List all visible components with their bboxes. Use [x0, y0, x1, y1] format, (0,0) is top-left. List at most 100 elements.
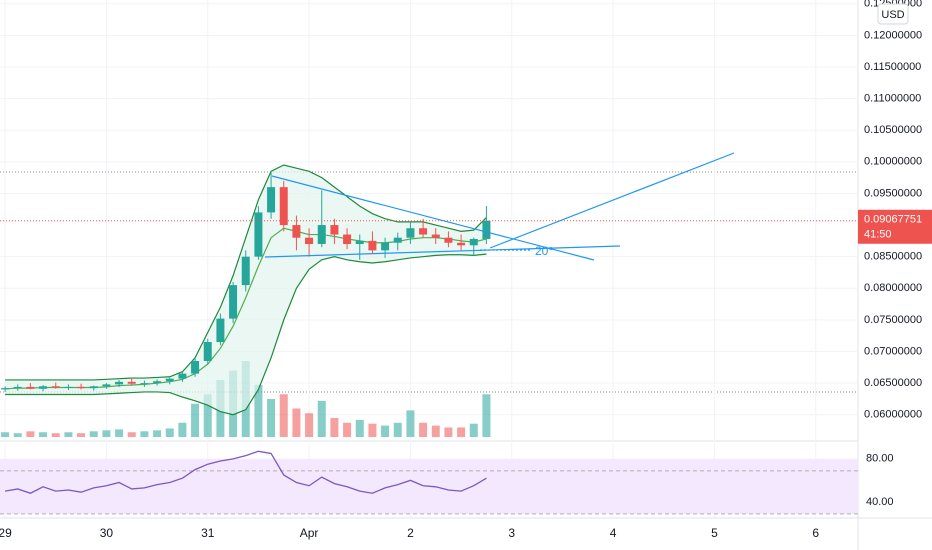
volume-bar — [431, 425, 440, 437]
volume-bar — [355, 419, 364, 437]
volume-bar — [482, 394, 491, 437]
candle-body — [39, 386, 48, 389]
candle-body — [51, 386, 60, 388]
volume-bar — [406, 410, 415, 437]
drawings — [264, 152, 735, 261]
rsi-tick-label: 40.00 — [866, 496, 894, 508]
rsi-line — [4, 450, 487, 494]
trend-line — [271, 175, 595, 261]
candle-body — [444, 237, 453, 243]
y-tick-label: 0.06500000 — [864, 377, 922, 389]
volume-bar — [39, 432, 48, 437]
y-tick-label: 0.12000000 — [864, 29, 922, 41]
candle-body — [229, 285, 238, 319]
trend-line — [489, 152, 735, 249]
x-tick-label: 3 — [508, 526, 515, 540]
volume-bar — [317, 400, 326, 437]
volume-bar — [469, 423, 478, 437]
y-tick-label: 0.07500000 — [864, 314, 922, 326]
candle-body — [140, 383, 149, 385]
y-tick-label: 0.06000000 — [864, 409, 922, 421]
candle-body — [26, 386, 35, 389]
y-tick-label: 0.08000000 — [864, 282, 922, 294]
candle-body — [241, 256, 250, 286]
y-tick-label: 0.09500000 — [864, 187, 922, 199]
candle-body — [267, 187, 276, 213]
candle-body — [127, 381, 136, 384]
candle-body — [381, 242, 390, 251]
volume-bar — [292, 408, 301, 437]
candle-body — [191, 360, 200, 374]
volume-bar — [381, 425, 390, 437]
trend-line — [264, 245, 621, 258]
candle-body — [305, 237, 314, 245]
volume-bar — [64, 432, 73, 437]
volume-bar — [51, 433, 60, 437]
angle-label: 20° — [535, 244, 553, 258]
bb_upper-line — [5, 164, 487, 381]
x-tick-label: 4 — [610, 526, 617, 540]
x-tick-label: 29 — [0, 526, 12, 540]
volume-bar — [140, 431, 149, 437]
candle-body — [203, 342, 212, 361]
candle-body — [431, 234, 440, 238]
x-tick-label: 30 — [100, 526, 114, 540]
last-price-label: 0.09067751 — [864, 214, 922, 226]
y-tick-label: 0.11500000 — [864, 61, 921, 73]
volume-bar — [1, 432, 10, 437]
y-tick-label: 0.07000000 — [864, 345, 922, 357]
candle-body — [216, 318, 225, 343]
candle-body — [419, 228, 428, 235]
candle-body — [457, 242, 466, 246]
y-tick-label: 0.10000000 — [864, 156, 922, 168]
candle-body — [13, 386, 22, 389]
x-tick-label: 5 — [711, 526, 718, 540]
x-tick-label: 6 — [812, 526, 819, 540]
candle-body — [64, 386, 73, 388]
candle-body — [153, 381, 162, 384]
rsi-tick-label: 80.00 — [866, 453, 894, 465]
volume-bar — [393, 422, 402, 437]
volume-bar — [165, 428, 174, 437]
volume-bar — [343, 422, 352, 437]
candle-body — [368, 240, 377, 251]
volume-bar — [279, 394, 288, 437]
volume-bar — [89, 431, 98, 437]
volume-bar — [267, 399, 276, 437]
y-tick-label: 0.11000000 — [864, 93, 921, 105]
x-tick-label: Apr — [300, 526, 319, 540]
candle-body — [317, 225, 326, 245]
candle-body — [77, 386, 86, 389]
volume-bar — [178, 422, 187, 437]
candle-body — [393, 237, 402, 243]
volume-bar — [153, 430, 162, 437]
candle-body — [165, 378, 174, 382]
volume-bar — [203, 394, 212, 437]
candle-body — [292, 225, 301, 238]
x-tick-label: 31 — [201, 526, 215, 540]
candle-body — [102, 384, 111, 387]
volume-bar — [13, 433, 22, 437]
volume-bar — [26, 431, 35, 437]
currency-label[interactable]: USD — [881, 9, 904, 21]
volume-bar — [444, 427, 453, 437]
y-tick-label: 0.10500000 — [864, 124, 922, 136]
ma-line — [5, 227, 487, 390]
last-price-box — [858, 209, 932, 244]
y-tick-label: 0.08500000 — [864, 251, 922, 263]
currency-box[interactable] — [877, 3, 909, 25]
volume-bar — [330, 418, 339, 437]
candle-body — [343, 234, 352, 245]
candle-body — [330, 225, 339, 235]
candle-body — [469, 238, 478, 246]
candle-body — [178, 373, 187, 379]
volume-bar — [254, 384, 263, 437]
countdown-label: 41:50 — [864, 229, 892, 241]
volume-bar — [115, 429, 124, 437]
volume-bar — [419, 422, 428, 437]
volume-bar — [102, 430, 111, 437]
x-tick-label: 2 — [407, 526, 414, 540]
candle-body — [89, 386, 98, 389]
